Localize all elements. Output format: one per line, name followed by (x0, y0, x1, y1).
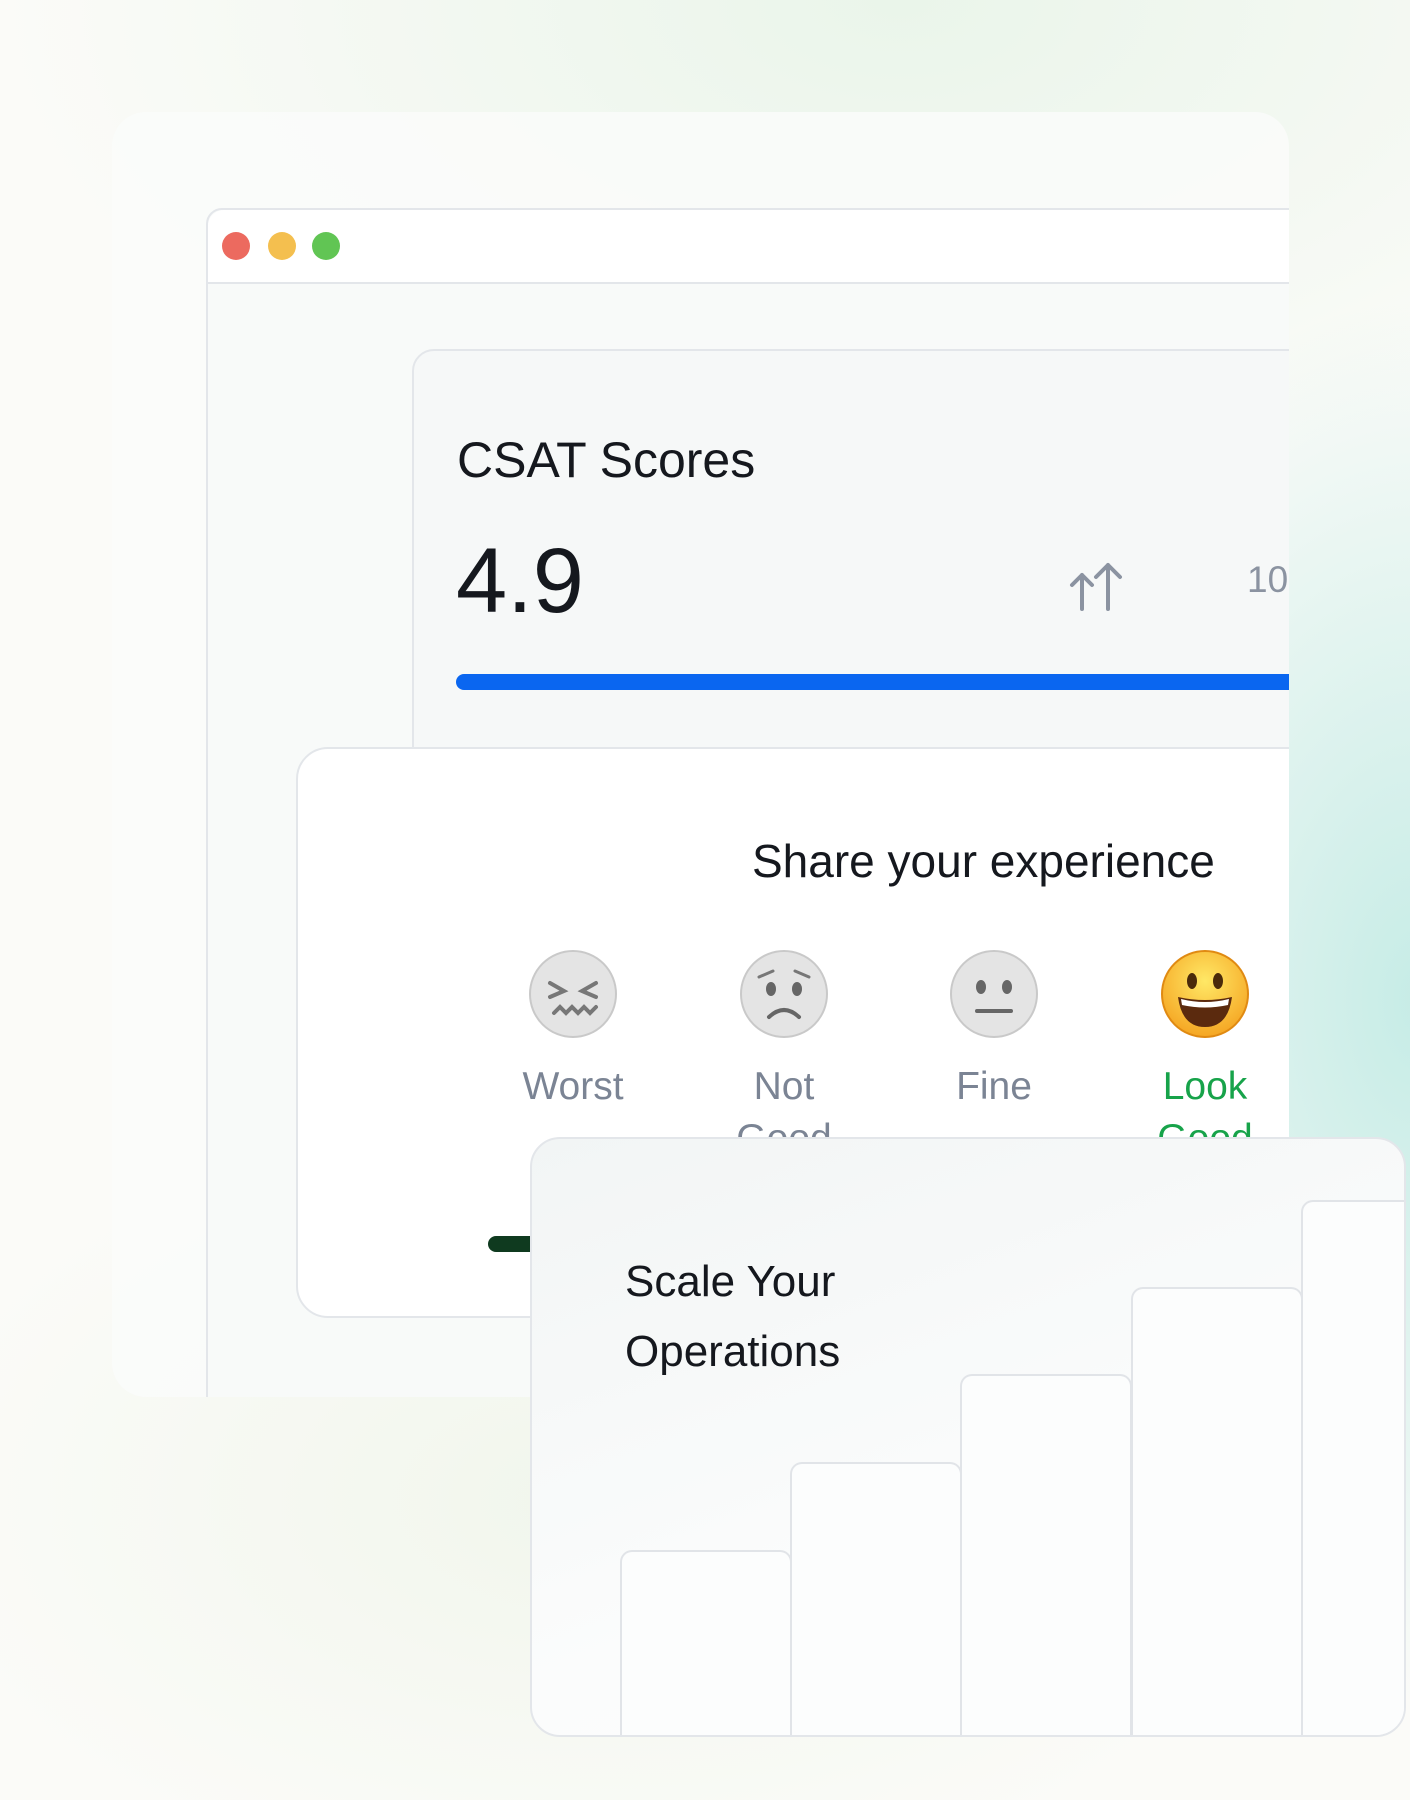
scale-card: Scale Your Operations (530, 1137, 1406, 1737)
maximize-dot (312, 232, 340, 260)
option-fine[interactable]: Fine (924, 949, 1064, 1113)
close-dot (222, 232, 250, 260)
step-bar (1301, 1200, 1404, 1735)
title-line: Scale Your (625, 1257, 836, 1306)
option-worst[interactable]: Worst (503, 949, 643, 1113)
scale-title: Scale Your Operations (625, 1247, 840, 1387)
emoji-look-good (1161, 950, 1249, 1038)
step-bar (620, 1550, 792, 1735)
option-not-good[interactable]: Not Good (714, 949, 854, 1165)
progress-bar (456, 674, 1289, 690)
emoji-fine (950, 950, 1038, 1038)
emoji-not-good (740, 950, 828, 1038)
window-header (208, 210, 1289, 284)
option-label: Fine (956, 1065, 1032, 1108)
option-label: Worst (522, 1065, 624, 1108)
emoji-worst (529, 950, 617, 1038)
csat-score: 4.9 (456, 530, 584, 632)
csat-title: CSAT Scores (457, 432, 756, 488)
feedback-title: Share your experience (752, 835, 1215, 887)
csat-change: 10% f (1247, 559, 1289, 600)
minimize-dot (268, 232, 296, 260)
step-bar (790, 1462, 962, 1735)
step-bar (1131, 1287, 1303, 1735)
option-look-good[interactable]: Look Good (1135, 949, 1275, 1165)
trend-arrows (1070, 563, 1122, 611)
title-line: Operations (625, 1327, 841, 1376)
step-bar (960, 1374, 1132, 1735)
